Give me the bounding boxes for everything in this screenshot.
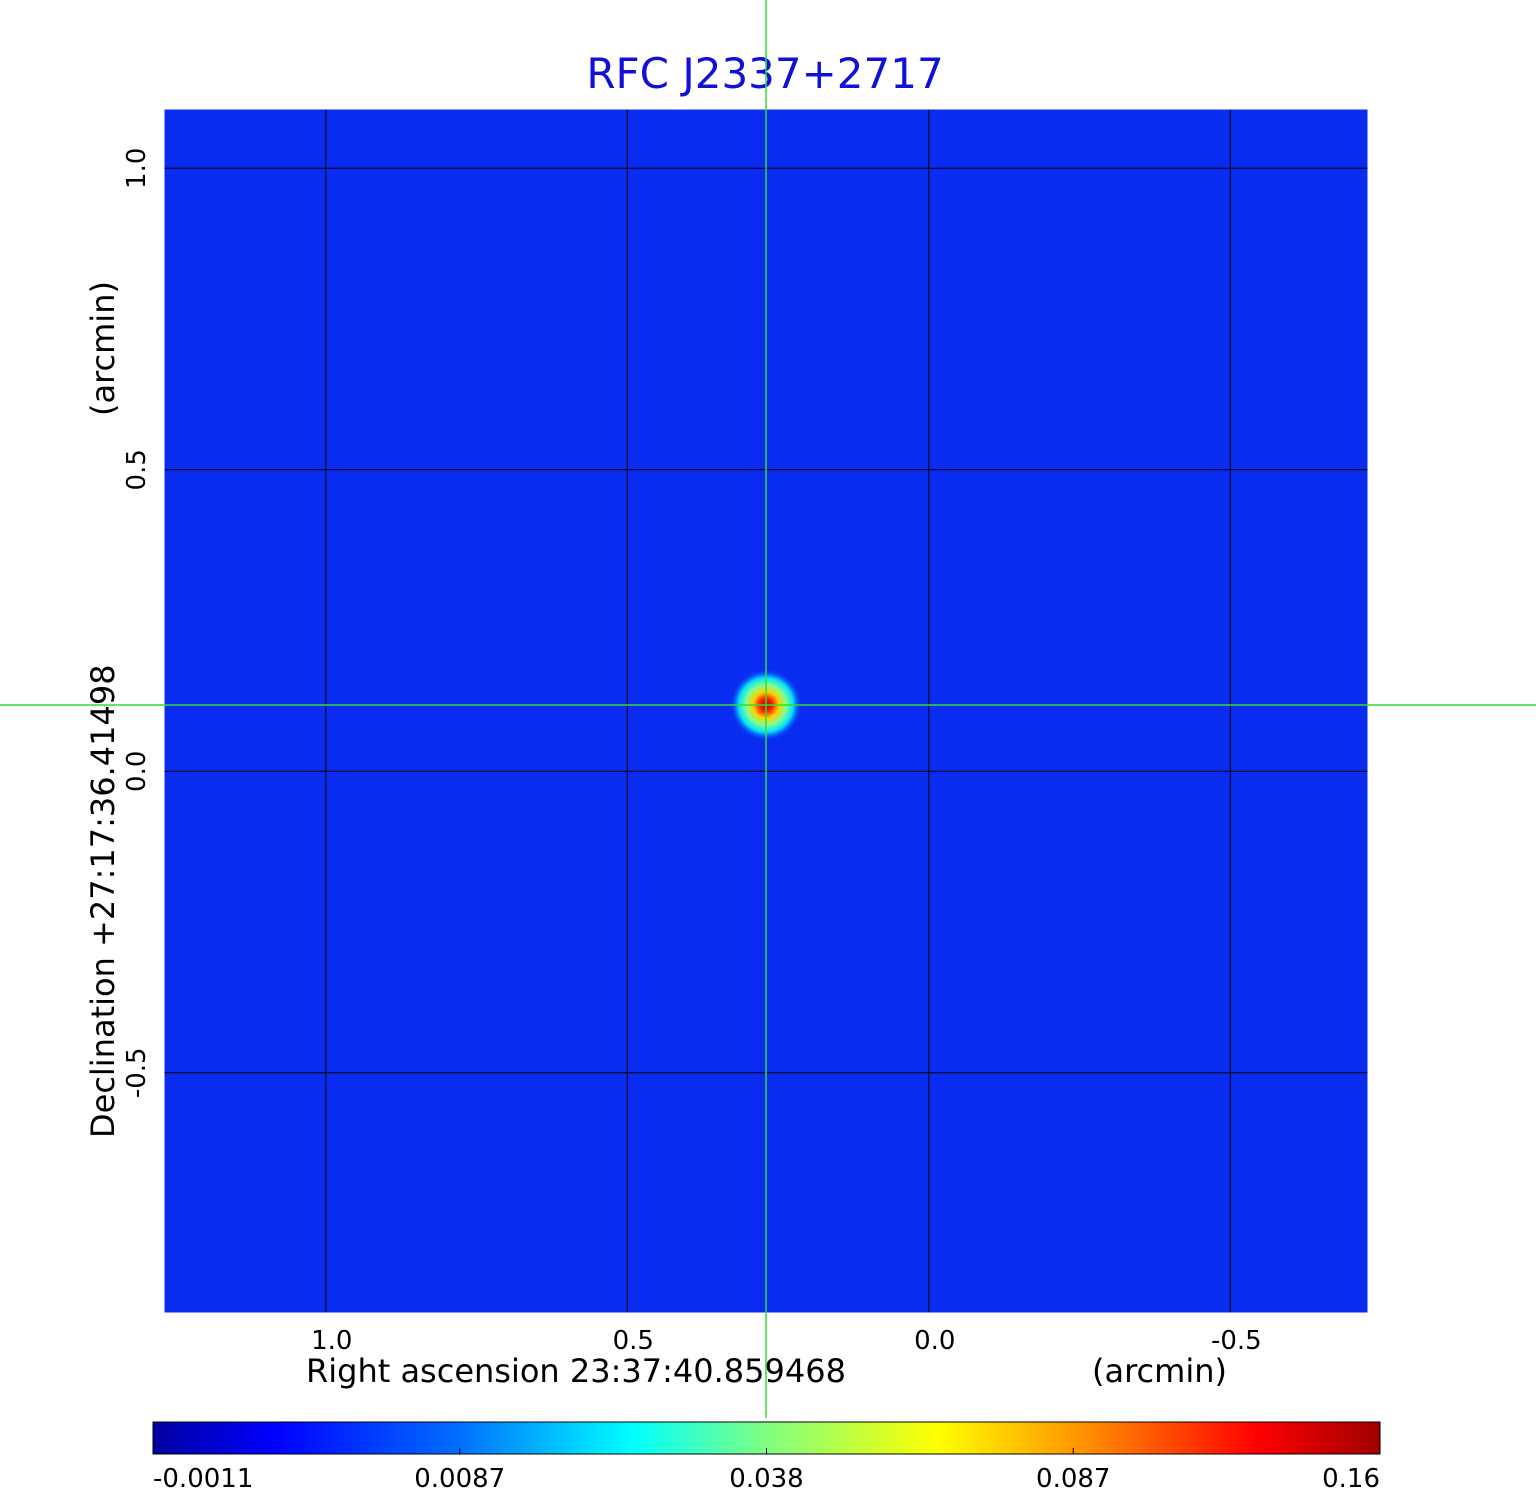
colorbar-tick-label: 0.16 bbox=[1322, 1464, 1380, 1494]
x-axis-unit: (arcmin) bbox=[1092, 1352, 1227, 1390]
y-tick-label: 0.0 bbox=[122, 751, 152, 792]
x-tick-label: 1.0 bbox=[311, 1326, 352, 1356]
x-tick-label: -0.5 bbox=[1211, 1326, 1262, 1356]
x-tick-label: 0.5 bbox=[613, 1326, 654, 1356]
y-tick-label: -0.5 bbox=[122, 1047, 152, 1098]
x-tick-label: 0.0 bbox=[914, 1326, 955, 1356]
colorbar: -0.0011 0.0087 0.038 0.087 0.16 bbox=[152, 1421, 1381, 1494]
colorbar-tick-label: 0.038 bbox=[729, 1464, 803, 1494]
y-tick-label: 1.0 bbox=[122, 148, 152, 189]
y-tick-labels: 1.0 0.5 0.0 -0.5 bbox=[122, 148, 152, 1099]
y-axis-label: Declination +27:17:36.41498 bbox=[84, 664, 122, 1138]
chart-title: RFC J2337+2717 bbox=[586, 49, 943, 98]
x-tick-labels: 1.0 0.5 0.0 -0.5 bbox=[311, 1326, 1262, 1356]
colorbar-tick-label: -0.0011 bbox=[153, 1464, 253, 1494]
y-axis-unit: (arcmin) bbox=[84, 281, 122, 416]
colorbar-ticks: -0.0011 0.0087 0.038 0.087 0.16 bbox=[152, 1448, 1381, 1494]
y-tick-label: 0.5 bbox=[122, 449, 152, 490]
x-axis-label: Right ascension 23:37:40.859468 bbox=[306, 1352, 846, 1390]
colorbar-tick-label: 0.087 bbox=[1036, 1464, 1110, 1494]
crosshair bbox=[0, 0, 1536, 1418]
colorbar-tick-label: 0.0087 bbox=[414, 1464, 505, 1494]
